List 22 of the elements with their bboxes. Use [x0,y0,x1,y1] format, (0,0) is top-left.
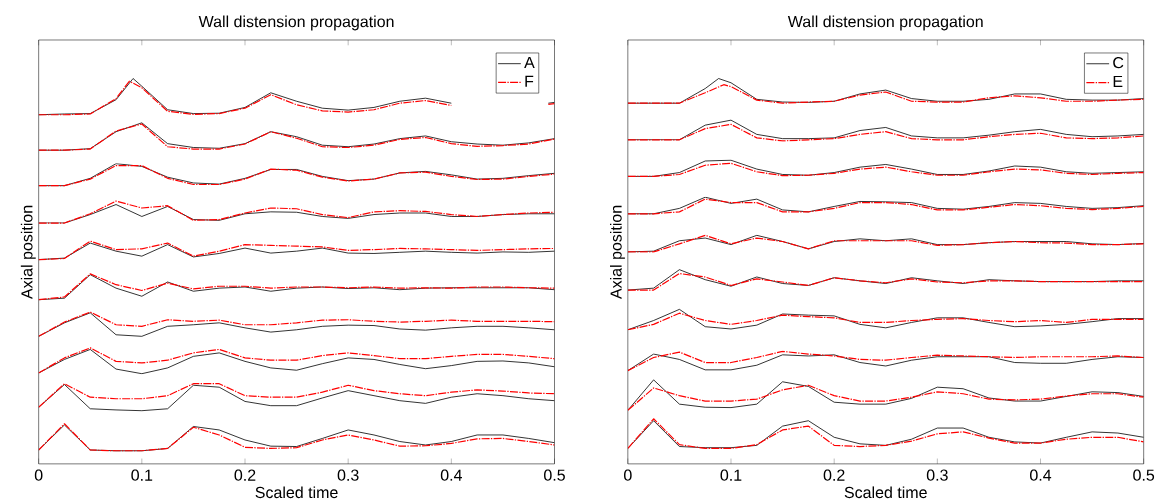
x-tick-label: 0.1 [720,469,742,481]
x-tick-label: 0.2 [823,469,845,481]
x-tick-label: 0.1 [131,469,153,481]
x-tick-label: 0.2 [234,469,256,481]
legend-label: C [1113,56,1124,69]
y-axis-title: Axial position [20,205,36,299]
chart-title: Wall distension propagation [198,15,394,31]
legend-label: A [524,56,535,68]
x-tick-label: 0.4 [1030,469,1052,481]
x-axis-title: Scaled time [255,486,338,498]
x-tick-label: 0.3 [337,469,359,481]
chart-title: Wall distension propagation [787,15,983,31]
x-tick-label: 0.3 [926,469,948,481]
x-tick-label: 0.5 [1133,469,1155,481]
x-tick-label: 0.4 [440,469,462,481]
x-tick-label: 0 [34,469,43,481]
x-axis-title: Scaled time [844,486,927,498]
x-tick-label: 0.5 [544,469,565,481]
y-axis-title: Axial position [610,205,625,299]
x-tick-label: 0 [624,469,632,481]
legend-label: E [1113,75,1123,87]
legend-label: F [525,75,534,87]
